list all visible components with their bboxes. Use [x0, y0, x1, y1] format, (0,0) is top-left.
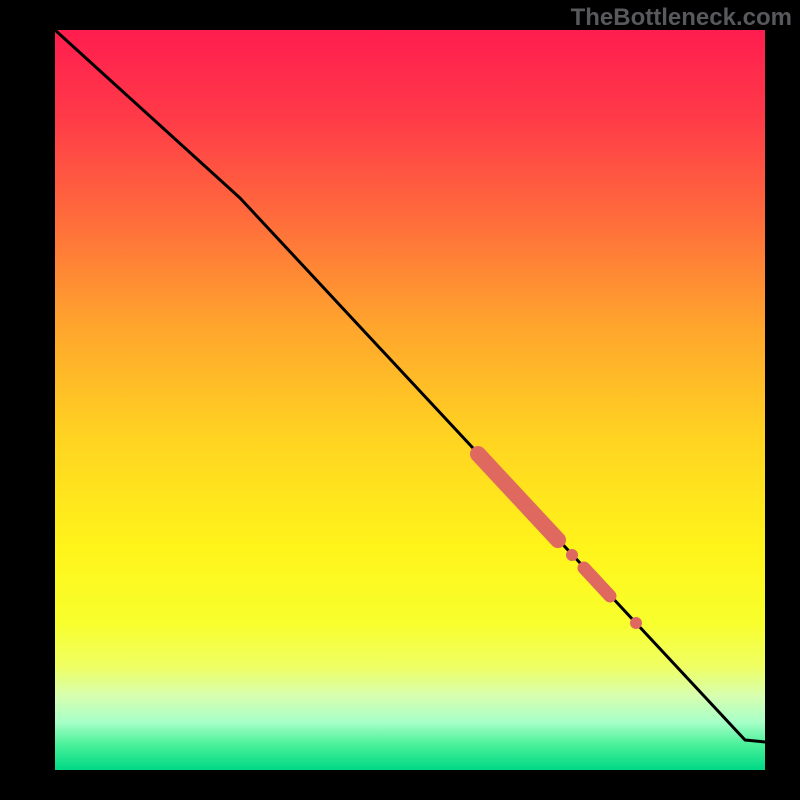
chart-svg: [0, 0, 800, 800]
plot-background: [55, 30, 765, 770]
chart-canvas: TheBottleneck.com: [0, 0, 800, 800]
marker-dot: [630, 617, 642, 629]
marker-dot: [566, 549, 578, 561]
